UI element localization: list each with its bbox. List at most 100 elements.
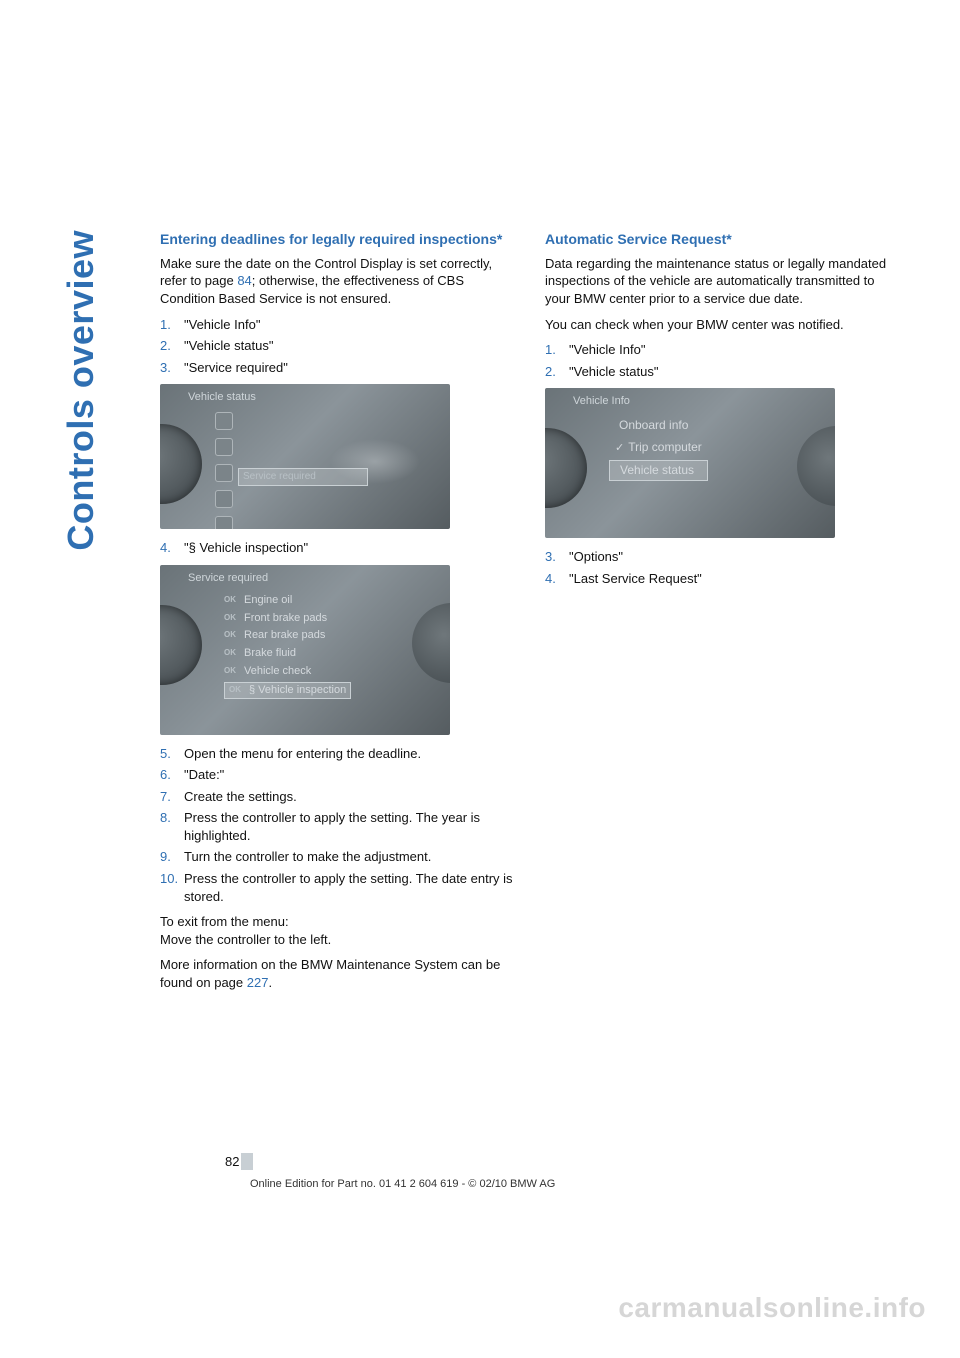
controller-knob-icon	[545, 428, 587, 508]
list-text: "Vehicle status"	[569, 363, 658, 381]
menu-item: ✓Trip computer	[609, 438, 708, 457]
list-number: 8.	[160, 809, 184, 844]
controller-knob-icon	[160, 605, 202, 685]
section-label: Controls overview	[60, 230, 102, 551]
list-number: 3.	[160, 359, 184, 377]
list-number: 2.	[160, 337, 184, 355]
list-text: "Options"	[569, 548, 623, 566]
steps-c: 5.Open the menu for entering the deadlin…	[160, 745, 515, 905]
menu-list: Onboard info ✓Trip computer Vehicle stat…	[609, 416, 708, 481]
content-columns: Entering deadlines for legally required …	[160, 230, 900, 999]
list-number: 3.	[545, 548, 569, 566]
menu-label: Vehicle status	[620, 463, 694, 477]
menu-label: Trip computer	[628, 440, 702, 454]
service-label: Brake fluid	[244, 646, 296, 661]
list-number: 1.	[545, 341, 569, 359]
list-text: "Vehicle status"	[184, 337, 273, 355]
list-item: 9.Turn the controller to make the adjust…	[160, 848, 515, 866]
status-icon	[215, 412, 233, 430]
watermark: carmanualsonline.info	[618, 1292, 926, 1324]
list-number: 2.	[545, 363, 569, 381]
list-text: Create the settings.	[184, 788, 297, 806]
steps-b: 4."§ Vehicle inspection"	[160, 539, 515, 557]
screenshot-title: Service required	[188, 571, 268, 586]
exit-paragraph: To exit from the menu: Move the controll…	[160, 913, 515, 948]
ok-badge: OK	[229, 685, 241, 696]
service-required-screenshot: Service required OKEngine oil OKFront br…	[160, 565, 450, 735]
service-label: § Vehicle inspection	[249, 683, 346, 698]
status-icon	[215, 516, 233, 529]
list-item: 2."Vehicle status"	[545, 363, 900, 381]
list-item: 4."§ Vehicle inspection"	[160, 539, 515, 557]
page: Controls overview Entering deadlines for…	[0, 0, 960, 1358]
list-item: 1."Vehicle Info"	[545, 341, 900, 359]
list-item: 3."Options"	[545, 548, 900, 566]
right-steps-a: 1."Vehicle Info" 2."Vehicle status"	[545, 341, 900, 380]
service-list: OKEngine oil OKFront brake pads OK Rear b…	[224, 593, 351, 699]
ok-badge: OK	[224, 666, 236, 677]
list-text: "Vehicle Info"	[569, 341, 645, 359]
list-item: 1."Vehicle Info"	[160, 316, 515, 334]
service-row: OK Brake fluid	[224, 646, 351, 661]
right-heading: Automatic Service Request*	[545, 230, 900, 249]
list-item: 10.Press the controller to apply the set…	[160, 870, 515, 905]
list-text: "Date:"	[184, 766, 224, 784]
right-column: Automatic Service Request* Data regardin…	[545, 230, 900, 999]
list-number: 4.	[160, 539, 184, 557]
ok-badge: OK	[224, 630, 236, 641]
page-link-84[interactable]: 84	[237, 273, 251, 288]
page-link-227[interactable]: 227	[247, 975, 269, 990]
intro-paragraph: Make sure the date on the Control Displa…	[160, 255, 515, 308]
exit-line-a: To exit from the menu:	[160, 914, 289, 929]
ok-badge: OK	[224, 648, 236, 659]
status-icon	[215, 464, 233, 482]
screenshot-title: Vehicle Info	[573, 394, 630, 409]
list-item: 6."Date:"	[160, 766, 515, 784]
list-number: 4.	[545, 570, 569, 588]
list-item: 4."Last Service Request"	[545, 570, 900, 588]
list-item: 8.Press the controller to apply the sett…	[160, 809, 515, 844]
vehicle-status-screenshot: Vehicle status Service required	[160, 384, 450, 529]
list-number: 6.	[160, 766, 184, 784]
ok-badge: OK	[224, 613, 236, 624]
more-info-paragraph: More information on the BMW Maintenance …	[160, 956, 515, 991]
service-row: OK Vehicle check	[224, 664, 351, 679]
controller-knob-icon	[797, 426, 835, 506]
list-text: "Vehicle Info"	[184, 316, 260, 334]
left-heading: Entering deadlines for legally required …	[160, 230, 515, 249]
more-text-a: More information on the BMW Maintenance …	[160, 957, 500, 990]
page-number: 82	[225, 1153, 253, 1170]
list-item: 7.Create the settings.	[160, 788, 515, 806]
list-item: 2."Vehicle status"	[160, 337, 515, 355]
list-number: 7.	[160, 788, 184, 806]
left-column: Entering deadlines for legally required …	[160, 230, 515, 999]
service-label: Vehicle check	[244, 664, 311, 679]
list-text: "§ Vehicle inspection"	[184, 539, 308, 557]
status-icon	[215, 490, 233, 508]
list-text: "Service required"	[184, 359, 288, 377]
service-label: Rear brake pads	[244, 628, 325, 643]
service-row: OKEngine oil	[224, 593, 351, 608]
page-number-tab	[241, 1153, 253, 1170]
more-text-b: .	[268, 975, 272, 990]
service-row: OKFront brake pads	[224, 611, 351, 626]
car-silhouette-icon	[330, 439, 420, 484]
list-number: 9.	[160, 848, 184, 866]
list-text: Press the controller to apply the settin…	[184, 870, 515, 905]
list-item: 3."Service required"	[160, 359, 515, 377]
service-row: OK Rear brake pads	[224, 628, 351, 643]
footer-copyright: Online Edition for Part no. 01 41 2 604 …	[250, 1178, 555, 1190]
list-number: 5.	[160, 745, 184, 763]
status-icon	[215, 438, 233, 456]
right-p2: You can check when your BMW center was n…	[545, 316, 900, 334]
steps-a: 1."Vehicle Info" 2."Vehicle status" 3."S…	[160, 316, 515, 377]
menu-label: Onboard info	[619, 418, 688, 432]
list-text: Press the controller to apply the settin…	[184, 809, 515, 844]
vehicle-info-screenshot: Vehicle Info Onboard info ✓Trip computer…	[545, 388, 835, 538]
screenshot-title: Vehicle status	[188, 390, 256, 405]
list-number: 1.	[160, 316, 184, 334]
menu-item-selected: Vehicle status	[609, 460, 708, 481]
status-icon-column	[215, 412, 233, 529]
list-item: 5.Open the menu for entering the deadlin…	[160, 745, 515, 763]
list-text: Turn the controller to make the adjustme…	[184, 848, 431, 866]
